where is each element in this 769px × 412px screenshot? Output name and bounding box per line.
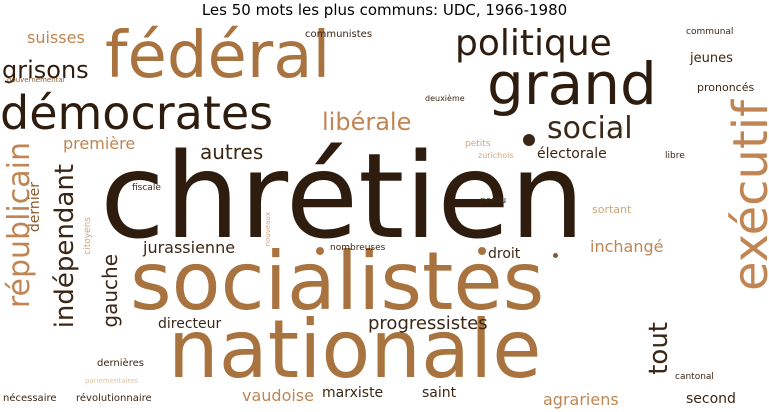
word-nombreuses: nombreuses bbox=[330, 243, 386, 253]
word-libre: libre bbox=[665, 151, 685, 161]
word-citoyens: citoyens bbox=[83, 217, 93, 255]
word-second: second bbox=[686, 391, 736, 407]
word-dernieres: dernières bbox=[97, 358, 144, 369]
word-fiscale: fiscale bbox=[132, 183, 161, 193]
word-nationale: nationale bbox=[168, 303, 542, 396]
word-jeunes: jeunes bbox=[690, 51, 733, 66]
word-tout: tout bbox=[644, 322, 674, 375]
word-grand: grand bbox=[487, 50, 657, 118]
word-petits: petits bbox=[465, 139, 491, 149]
word-deuxieme: deuxième bbox=[425, 94, 465, 103]
word-zurichois: zurichois bbox=[478, 151, 514, 160]
word-sortant: sortant bbox=[592, 203, 632, 216]
word-parlementaires: parlementaires bbox=[85, 377, 139, 385]
word-liberale: libérale bbox=[322, 108, 412, 136]
word-progressistes: progressistes bbox=[368, 313, 488, 334]
word-dernier: dernier bbox=[27, 182, 43, 233]
word-social: social bbox=[547, 111, 633, 146]
word-electorale: électorale bbox=[537, 146, 607, 162]
word-independant: indépendant bbox=[50, 164, 80, 329]
word-perdu: perdu bbox=[480, 196, 507, 206]
cloud-dot bbox=[523, 134, 535, 146]
word-communistes: communistes bbox=[305, 29, 373, 40]
cloud-dot bbox=[478, 247, 486, 255]
word-jurassienne: jurassienne bbox=[143, 238, 236, 257]
cloud-dot bbox=[316, 247, 324, 255]
word-gauche: gauche bbox=[98, 254, 122, 328]
word-suisses: suisses bbox=[27, 28, 85, 47]
word-cloud: chrétien socialistes nationale fédéral grand… bbox=[0, 22, 769, 412]
word-democrates: démocrates bbox=[0, 86, 274, 140]
word-communal: communal bbox=[686, 27, 734, 37]
word-socialistes: socialistes bbox=[130, 235, 545, 328]
word-executif: exécutif bbox=[723, 100, 769, 292]
word-federal: fédéral bbox=[105, 19, 331, 93]
word-gouvernemental: gouvernemental bbox=[7, 76, 65, 84]
word-politique: politique bbox=[455, 23, 612, 64]
cloud-dot bbox=[553, 253, 558, 258]
word-agrariens: agrariens bbox=[543, 390, 619, 409]
word-premiere: première bbox=[63, 134, 136, 153]
word-nouveaux: nouveaux bbox=[264, 212, 272, 247]
word-droit: droit bbox=[488, 246, 521, 262]
word-chretien: chrétien bbox=[100, 127, 585, 265]
word-revolutionnaire: révolutionnaire bbox=[76, 393, 152, 404]
word-vaudoise: vaudoise bbox=[242, 386, 314, 405]
word-grisons: grisons bbox=[2, 56, 89, 84]
chart-title: Les 50 mots les plus communs: UDC, 1966-… bbox=[201, 1, 568, 19]
word-saint: saint bbox=[422, 385, 457, 401]
word-inchange: inchangé bbox=[590, 237, 664, 256]
word-necessaire: nécessaire bbox=[3, 393, 57, 404]
word-cantonal: cantonal bbox=[675, 372, 714, 382]
word-autres: autres bbox=[200, 140, 264, 164]
word-marxiste: marxiste bbox=[322, 385, 384, 401]
word-prononces: prononcés bbox=[697, 81, 755, 94]
word-directeur: directeur bbox=[158, 316, 222, 332]
